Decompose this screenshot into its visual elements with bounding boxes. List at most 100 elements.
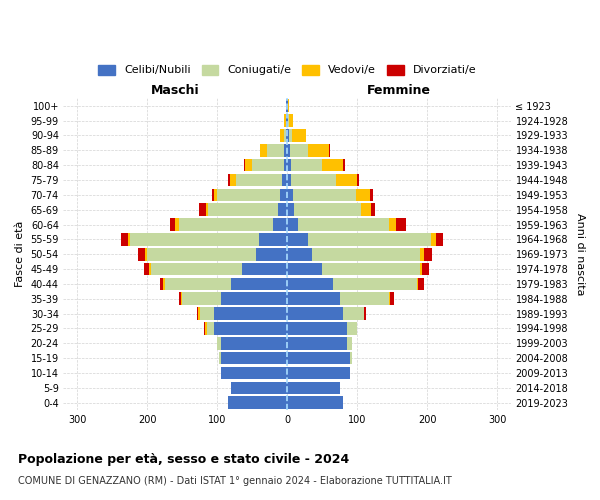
Bar [308,233,431,245]
Bar [287,263,322,276]
Bar [278,204,287,216]
Bar [212,188,214,201]
Bar [284,144,287,156]
Bar [219,352,221,364]
Bar [418,278,424,290]
Bar [208,204,278,216]
Bar [175,218,179,231]
Text: Maschi: Maschi [151,84,199,97]
Bar [204,322,205,335]
Bar [256,248,287,260]
Bar [289,114,293,127]
Bar [221,292,287,305]
Bar [290,144,308,156]
Bar [390,292,394,305]
Bar [217,337,221,349]
Bar [214,322,287,335]
Bar [308,144,329,156]
Bar [287,188,293,201]
Bar [292,129,306,142]
Bar [121,233,128,245]
Bar [333,278,417,290]
Bar [287,337,347,349]
Bar [221,352,287,364]
Bar [221,337,287,349]
Bar [389,218,396,231]
Bar [267,144,284,156]
Bar [357,174,359,186]
Bar [290,159,322,172]
Bar [287,204,294,216]
Bar [287,382,340,394]
Bar [322,159,343,172]
Bar [356,188,370,201]
Bar [396,218,406,231]
Bar [287,100,288,112]
Bar [205,322,206,335]
Bar [181,292,182,305]
Bar [343,159,344,172]
Bar [197,308,198,320]
Bar [287,114,288,127]
Bar [214,188,217,201]
Bar [336,174,357,186]
Bar [214,308,287,320]
Bar [273,218,287,231]
Bar [287,248,312,260]
Bar [151,263,242,276]
Bar [371,204,375,216]
Bar [288,100,289,112]
Bar [179,218,273,231]
Bar [322,263,420,276]
Bar [364,308,365,320]
Bar [206,204,208,216]
Bar [281,174,287,186]
Bar [287,278,333,290]
Bar [231,278,287,290]
Bar [290,174,336,186]
Bar [163,278,164,290]
Bar [287,159,290,172]
Bar [259,233,287,245]
Bar [280,188,287,201]
Bar [284,114,286,127]
Bar [340,292,389,305]
Bar [424,248,432,260]
Bar [287,292,340,305]
Bar [280,129,284,142]
Y-axis label: Anni di nascita: Anni di nascita [575,213,585,296]
Bar [231,382,287,394]
Bar [170,218,175,231]
Bar [242,263,287,276]
Bar [287,352,350,364]
Bar [244,159,245,172]
Bar [217,188,280,201]
Bar [286,100,287,112]
Text: Popolazione per età, sesso e stato civile - 2024: Popolazione per età, sesso e stato civil… [18,452,349,466]
Bar [287,218,298,231]
Bar [293,188,356,201]
Bar [417,278,418,290]
Bar [149,263,151,276]
Bar [230,174,236,186]
Bar [145,248,147,260]
Bar [287,396,343,409]
Bar [389,292,390,305]
Bar [312,248,420,260]
Bar [229,174,230,186]
Bar [260,144,267,156]
Bar [298,218,389,231]
Bar [128,233,130,245]
Bar [287,174,290,186]
Bar [350,352,352,364]
Bar [294,204,361,216]
Bar [431,233,436,245]
Bar [361,204,371,216]
Bar [206,322,214,335]
Bar [288,114,289,127]
Bar [287,144,290,156]
Bar [287,322,347,335]
Bar [287,366,350,380]
Bar [199,204,206,216]
Bar [420,263,422,276]
